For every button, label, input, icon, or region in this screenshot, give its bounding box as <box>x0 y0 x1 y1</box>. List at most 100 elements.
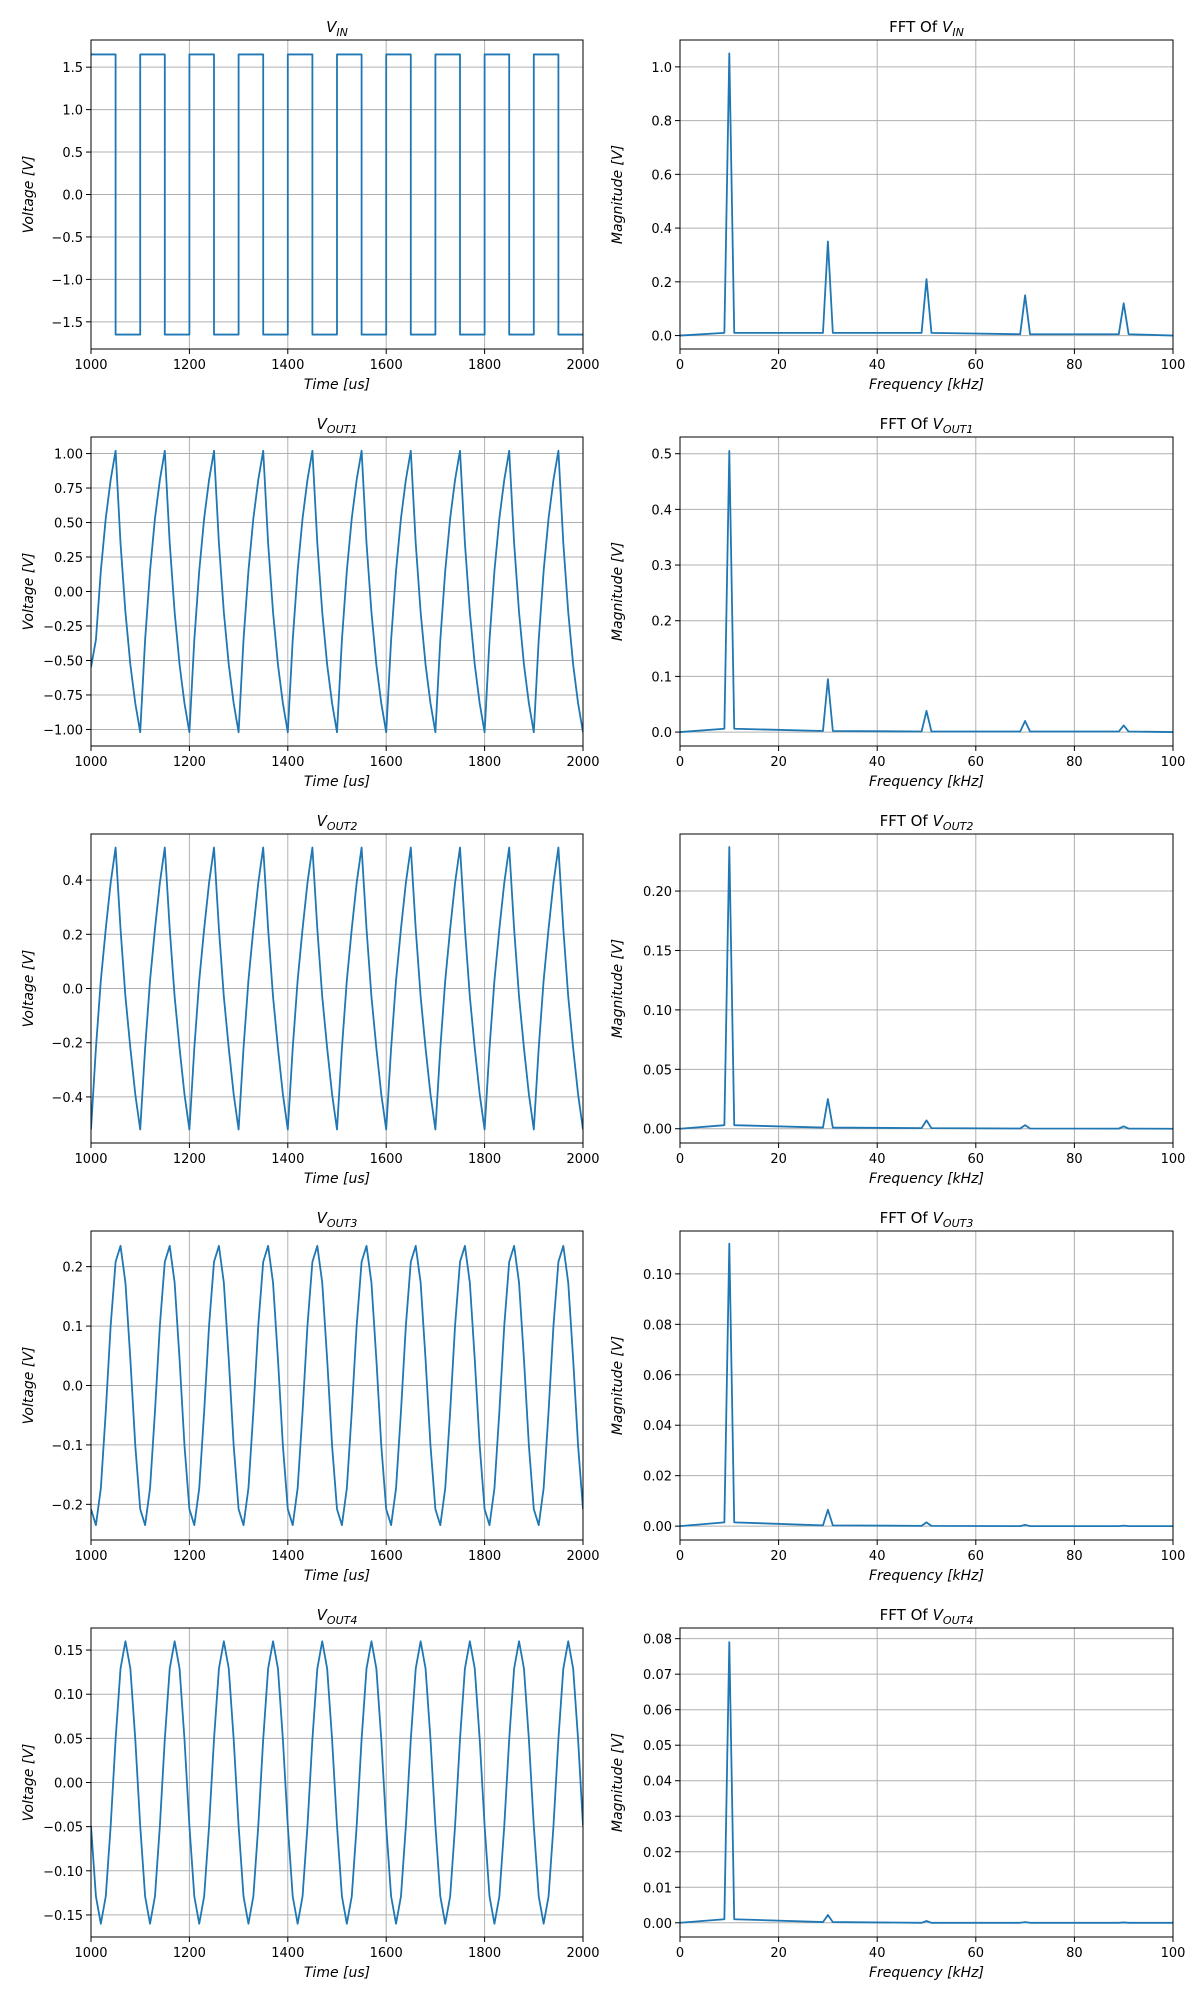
title-subscript: IN <box>952 26 963 39</box>
title-symbol: V <box>317 812 329 830</box>
x-tick-label: 1000 <box>74 755 107 770</box>
y-tick-label: 0.5 <box>62 146 83 161</box>
x-tick-label: 1000 <box>74 1946 107 1961</box>
y-tick-label: 0.75 <box>54 482 83 497</box>
x-tick-label: 40 <box>869 1152 886 1167</box>
y-tick-label: 0.2 <box>651 276 672 291</box>
y-tick-label: 0.06 <box>643 1704 672 1719</box>
y-axis-label: Voltage [V] <box>21 950 37 1028</box>
y-tick-label: −0.15 <box>43 1909 83 1924</box>
title-symbol: V <box>933 812 945 830</box>
chart-title: VOUT4 <box>317 1606 358 1627</box>
x-tick-label: 1800 <box>468 1946 501 1961</box>
signal-line <box>91 449 583 734</box>
chart-title: FFT Of VOUT3 <box>880 1209 974 1230</box>
y-tick-label: 0.0 <box>651 330 672 345</box>
title-symbol: V <box>317 1606 329 1624</box>
title-prefix: FFT Of <box>880 1209 929 1227</box>
y-tick-label: 0.1 <box>651 670 672 685</box>
x-tick-label: 20 <box>770 755 787 770</box>
subplot: 1000 1200 1400 1600 1800 2000 −0.15 −0.10 −0.05 0… <box>21 1606 600 1981</box>
signal-line <box>680 1242 1173 1528</box>
x-tick-label: 1200 <box>173 755 206 770</box>
x-tick-label: 2000 <box>566 1946 599 1961</box>
x-tick-label: 1000 <box>74 358 107 373</box>
y-tick-label: −0.5 <box>51 231 83 246</box>
y-tick-label: 0.03 <box>643 1810 672 1825</box>
title-subscript: OUT2 <box>943 820 973 833</box>
y-tick-label: 0.0 <box>651 726 672 741</box>
y-tick-label: 1.00 <box>54 448 83 463</box>
title-subscript: IN <box>336 26 347 39</box>
chart-title: VOUT3 <box>317 1209 358 1230</box>
x-tick-label: 1800 <box>468 358 501 373</box>
title-symbol: V <box>326 18 338 36</box>
title-prefix: FFT Of <box>880 1606 929 1624</box>
x-tick-label: 0 <box>676 1152 684 1167</box>
axes-frame <box>679 1627 1174 1938</box>
chart-title: FFT Of VOUT1 <box>880 415 974 436</box>
x-tick-label: 1600 <box>370 1946 403 1961</box>
y-tick-label: 0.06 <box>643 1369 672 1384</box>
title-symbol: V <box>933 1209 945 1227</box>
y-tick-label: −1.5 <box>51 316 83 331</box>
x-tick-label: 1000 <box>74 1549 107 1564</box>
subplot: 1000 1200 1400 1600 1800 2000 −1.5 −1.0 −0.5 0.0 0… <box>21 18 600 393</box>
y-axis-label: Voltage [V] <box>21 553 37 631</box>
y-tick-label: 0.0 <box>62 189 83 204</box>
y-tick-label: 0.00 <box>54 586 83 601</box>
x-axis-label: Frequency [kHz] <box>869 377 984 393</box>
x-axis-label: Frequency [kHz] <box>869 1568 984 1584</box>
x-tick-label: 40 <box>869 755 886 770</box>
plot-area <box>91 53 583 336</box>
y-tick-label: 0.02 <box>643 1470 672 1485</box>
plot-area <box>91 1244 583 1527</box>
x-tick-label: 1800 <box>468 1152 501 1167</box>
x-tick-label: 1000 <box>74 1152 107 1167</box>
signal-line <box>91 846 583 1131</box>
axes-frame <box>90 833 584 1144</box>
x-tick-label: 20 <box>770 1946 787 1961</box>
y-tick-label: 0.08 <box>643 1318 672 1333</box>
subplot: 0 20 40 60 80 100 0.0 0.1 0.2 0.3 0.4 0.5 FFT Of VOUT… <box>610 415 1185 790</box>
y-tick-label: 0.10 <box>54 1688 83 1703</box>
signal-line <box>680 450 1173 733</box>
x-tick-label: 0 <box>676 358 684 373</box>
y-tick-label: 0.05 <box>54 1732 83 1747</box>
x-tick-label: 80 <box>1066 1152 1083 1167</box>
axes-frame <box>90 436 584 747</box>
x-tick-label: 1200 <box>173 358 206 373</box>
x-tick-label: 20 <box>770 1152 787 1167</box>
y-tick-label: 0.00 <box>54 1777 83 1792</box>
x-tick-label: 80 <box>1066 1946 1083 1961</box>
axes-frame <box>679 1230 1174 1541</box>
x-tick-label: 100 <box>1161 358 1186 373</box>
x-tick-label: 1200 <box>173 1946 206 1961</box>
y-tick-label: 0.0 <box>62 983 83 998</box>
y-tick-label: 0.04 <box>643 1419 672 1434</box>
x-tick-label: 1800 <box>468 755 501 770</box>
plot-area <box>91 846 583 1131</box>
x-tick-label: 20 <box>770 358 787 373</box>
y-tick-label: 1.5 <box>62 61 83 76</box>
x-tick-label: 1800 <box>468 1549 501 1564</box>
title-prefix: FFT Of <box>880 812 929 830</box>
plot-area <box>680 52 1173 337</box>
x-axis-label: Time [us] <box>304 1965 370 1981</box>
signal-line <box>680 846 1173 1130</box>
x-tick-label: 80 <box>1066 1549 1083 1564</box>
x-tick-label: 0 <box>676 1946 684 1961</box>
y-tick-label: 1.0 <box>62 104 83 119</box>
x-tick-label: 1600 <box>370 358 403 373</box>
plot-area <box>680 450 1173 733</box>
y-tick-label: 0.08 <box>643 1633 672 1648</box>
chart-title: VOUT2 <box>317 812 358 833</box>
y-tick-label: 0.00 <box>643 1123 672 1138</box>
x-axis-label: Frequency [kHz] <box>869 774 984 790</box>
title-symbol: V <box>933 415 945 433</box>
y-tick-label: 0.05 <box>643 1063 672 1078</box>
y-tick-label: 1.0 <box>651 61 672 76</box>
x-tick-label: 40 <box>869 358 886 373</box>
